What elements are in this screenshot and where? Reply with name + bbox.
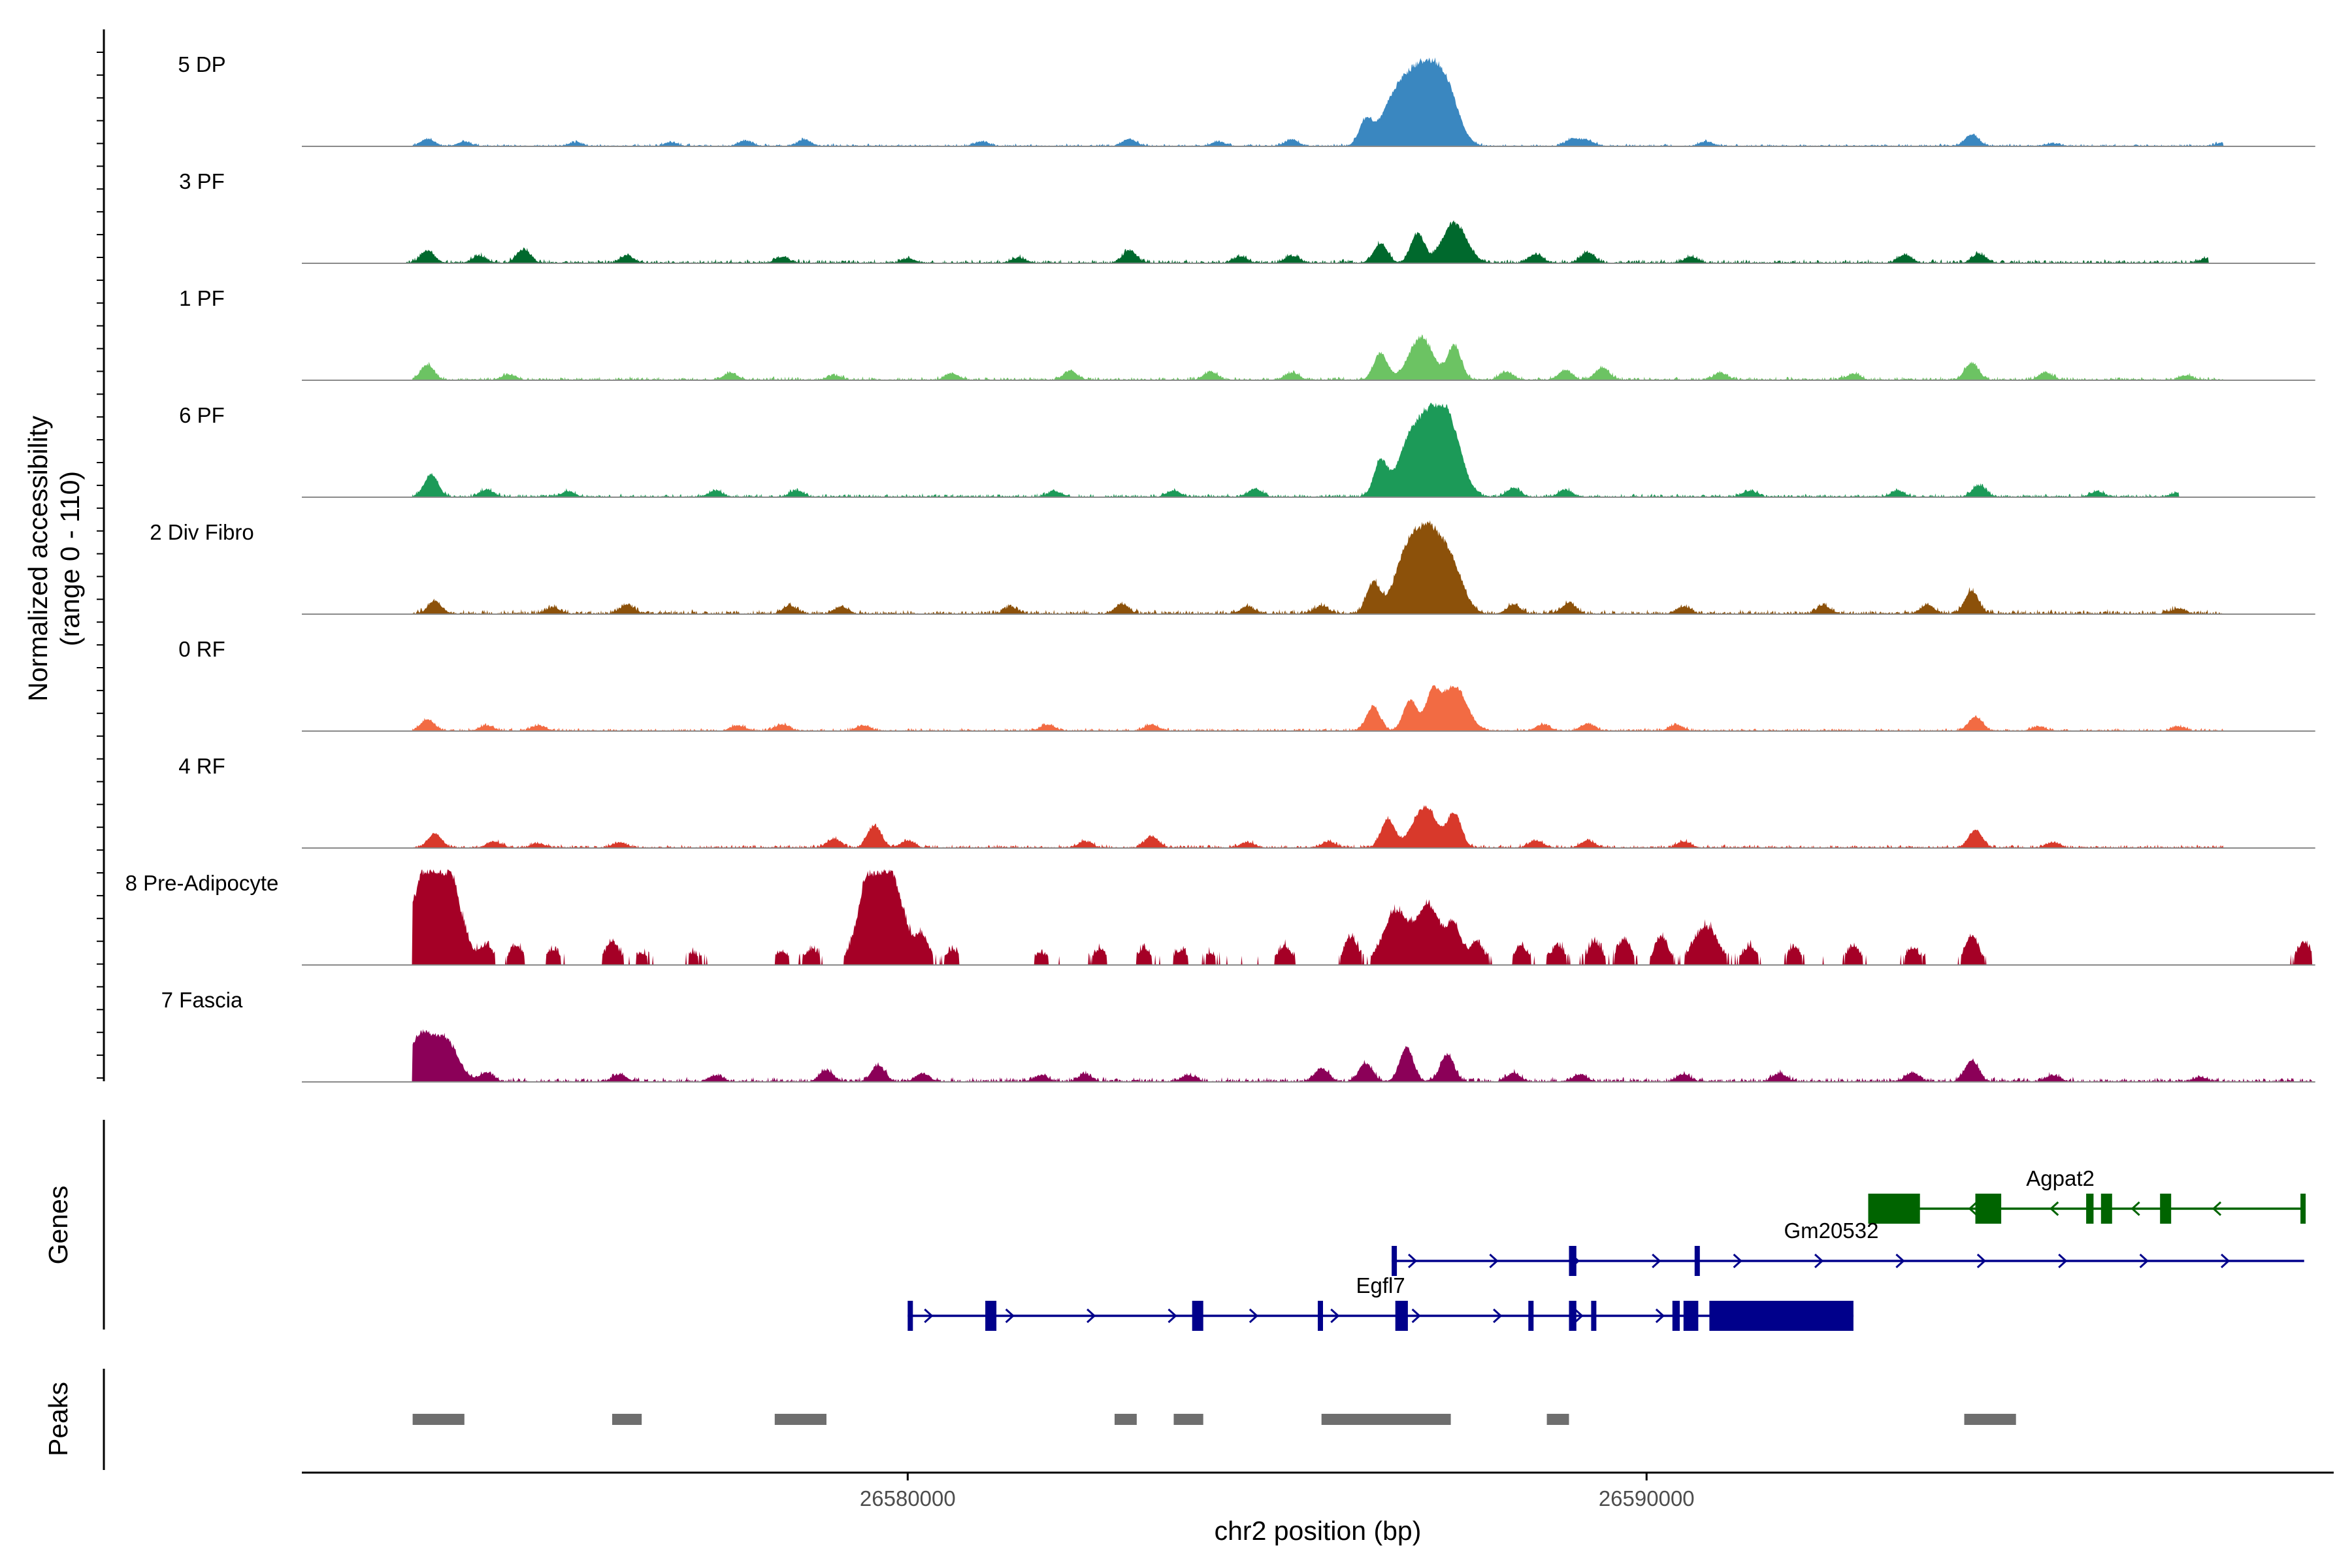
gene-model: Gm20532: [1392, 1218, 2304, 1276]
strand-arrow: [2131, 1201, 2140, 1217]
strand-arrow: [924, 1308, 934, 1324]
coverage-track: 4 RF: [178, 754, 2334, 849]
gene-exon: [1709, 1301, 1854, 1331]
strand-arrow: [1733, 1253, 1742, 1269]
y-axis-title-line1: Normalized accessibility: [23, 416, 53, 702]
track-label: 2 Div Fibro: [150, 520, 254, 544]
peak-region: [1173, 1414, 1203, 1425]
peak-region: [1546, 1414, 1569, 1425]
strand-arrow: [1408, 1253, 1418, 1269]
track-label: 4 RF: [178, 754, 225, 778]
gene-models: Agpat2 Gm20532 Egfl7: [907, 1166, 2306, 1331]
gene-exon: [1192, 1301, 1203, 1331]
strand-arrow: [2050, 1201, 2059, 1217]
genes-track-label: Genes: [43, 1186, 73, 1265]
coverage-area: [302, 805, 2334, 848]
peak-region: [1115, 1414, 1137, 1425]
coverage-track: 7 Fascia: [161, 988, 2334, 1083]
coverage-track: 3 PF: [179, 169, 2334, 264]
gene-exon: [1694, 1246, 1700, 1276]
gene-exon: [1395, 1301, 1408, 1331]
peak-region: [412, 1414, 465, 1425]
peak-region: [774, 1414, 826, 1425]
strand-arrow: [1655, 1308, 1665, 1324]
coverage-track: 1 PF: [179, 286, 2334, 381]
strand-arrow: [1814, 1253, 1824, 1269]
track-label: 7 Fascia: [161, 988, 243, 1012]
track-label: 5 DP: [178, 52, 225, 76]
genes-panel: Genes Agpat2 Gm20532 Egfl7: [43, 1120, 2306, 1331]
gene-exon: [1569, 1301, 1576, 1331]
gene-exon: [907, 1301, 913, 1331]
gene-label: Gm20532: [1784, 1218, 1879, 1243]
track-label: 0 RF: [178, 637, 225, 661]
gene-model: Egfl7: [907, 1273, 1854, 1331]
x-axis-title: chr2 position (bp): [1215, 1516, 1422, 1546]
strand-arrow: [1330, 1308, 1340, 1324]
coverage-track: 8 Pre-Adipocyte: [125, 869, 2334, 966]
coverage-track: 5 DP: [178, 52, 2334, 147]
peaks-track-label: Peaks: [43, 1382, 73, 1456]
gene-exon: [1569, 1246, 1576, 1276]
strand-arrow: [2212, 1201, 2222, 1217]
x-tick-label: 26580000: [860, 1486, 956, 1511]
strand-arrow: [1895, 1253, 1905, 1269]
x-axis: chr2 position (bp) 26580000 26590000: [302, 1471, 2334, 1546]
peak-region: [612, 1414, 642, 1425]
strand-arrow: [1411, 1308, 1421, 1324]
coverage-track: 0 RF: [178, 637, 2334, 732]
gene-label: Egfl7: [1356, 1273, 1405, 1298]
strand-arrow: [1976, 1253, 1987, 1269]
gene-exon: [1392, 1246, 1397, 1276]
peaks-panel: Peaks: [43, 1369, 2016, 1470]
gene-exon: [2160, 1194, 2172, 1224]
strand-arrow: [1086, 1308, 1096, 1324]
gene-exon: [1318, 1301, 1323, 1331]
gene-exon: [1868, 1194, 1920, 1224]
gene-exon: [2100, 1194, 2112, 1224]
strand-arrow: [2058, 1253, 2068, 1269]
y-axis-title-line2: (range 0 - 110): [55, 471, 85, 646]
gene-exon: [2300, 1194, 2306, 1224]
peak-regions: [412, 1414, 2016, 1425]
x-tick-label: 26590000: [1599, 1486, 1695, 1511]
strand-arrow: [2221, 1253, 2230, 1269]
strand-arrow: [1168, 1308, 1177, 1324]
track-label: 8 Pre-Adipocyte: [125, 871, 279, 895]
strand-arrow: [1652, 1253, 1661, 1269]
strand-arrow: [1574, 1308, 1584, 1324]
coverage-y-axis: [97, 29, 105, 1081]
track-label: 6 PF: [179, 403, 225, 427]
strand-arrow: [1968, 1201, 1978, 1217]
coverage-track: 6 PF: [179, 402, 2334, 498]
track-label: 1 PF: [179, 286, 225, 310]
strand-arrow: [1249, 1308, 1259, 1324]
coverage-area: [302, 1029, 2334, 1082]
gene-exon: [985, 1301, 997, 1331]
gene-exon: [1683, 1301, 1699, 1331]
gene-exon: [1672, 1301, 1680, 1331]
track-label: 3 PF: [179, 169, 225, 193]
strand-arrow: [1489, 1253, 1499, 1269]
coverage-area: [302, 335, 2334, 380]
gene-exon: [2086, 1194, 2094, 1224]
strand-arrow: [2139, 1253, 2149, 1269]
gene-exon: [1591, 1301, 1597, 1331]
strand-arrow: [1493, 1308, 1503, 1324]
gene-label: Agpat2: [2026, 1166, 2095, 1190]
strand-arrow: [1005, 1308, 1015, 1324]
y-axis-title: Normalized accessibility (range 0 - 110): [23, 416, 85, 702]
coverage-tracks: 5 DP 3 PF 1 PF 6 PF 2 Div Fibro 0 RF 4 RF 8 Pre…: [125, 52, 2334, 1083]
coverage-track: 2 Div Fibro: [150, 520, 2334, 615]
gene-exon: [1975, 1194, 2002, 1224]
gene-exon: [1528, 1301, 1534, 1331]
peak-region: [1321, 1414, 1451, 1425]
peak-region: [1964, 1414, 2016, 1425]
gene-model: Agpat2: [1868, 1166, 2306, 1224]
